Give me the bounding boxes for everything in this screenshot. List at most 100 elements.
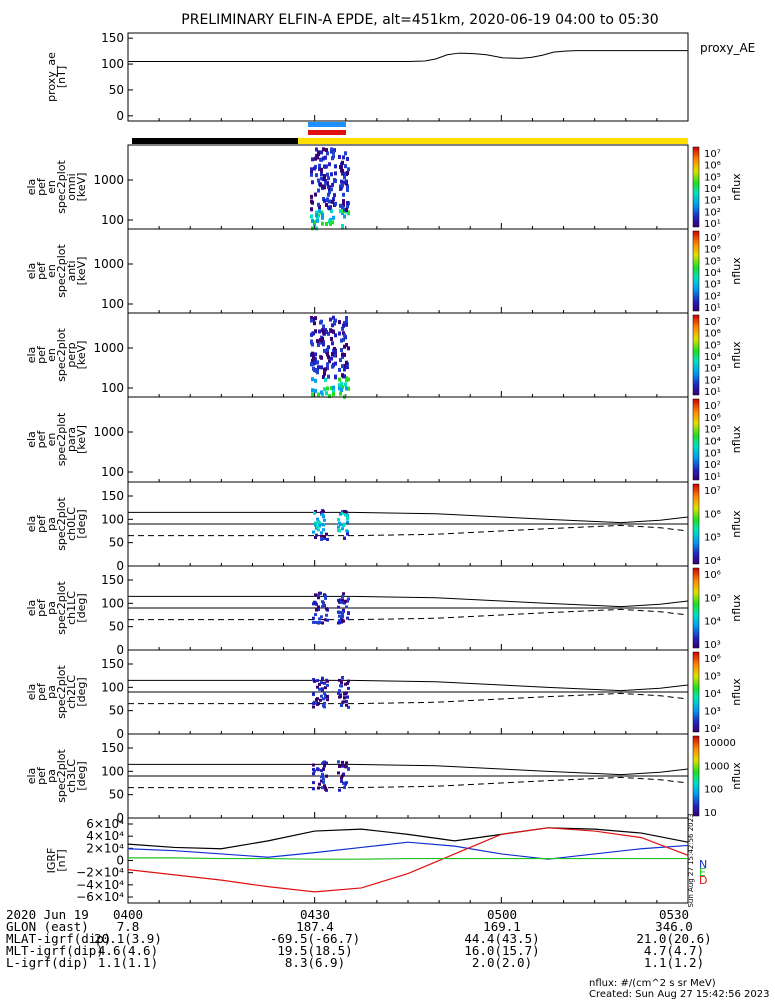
colorbar-tick-label: 10⁵ [704, 340, 721, 351]
loss-cone-lower [128, 776, 689, 789]
spectrogram-pixel [340, 388, 343, 393]
pa-pixel [325, 761, 328, 765]
colorbar-tick-label: 10⁴ [704, 268, 721, 279]
spectrogram-pixel [317, 178, 320, 183]
spectrogram-pixel [330, 329, 333, 334]
pa-pixel [338, 600, 341, 604]
ytick-label: 100 [101, 57, 124, 71]
pa-pixel [317, 608, 320, 612]
spectrogram-pixel [344, 151, 347, 156]
colorbar-tick-label: 10⁵ [704, 672, 721, 683]
spectrogram-pixel [311, 226, 314, 231]
spectrogram-pixel [346, 184, 349, 189]
spectrogram-pixel [345, 319, 348, 324]
spectrogram-pixel [334, 361, 337, 366]
spectrogram-pixel [315, 173, 318, 178]
spectrogram-pixel [332, 392, 335, 397]
spectrogram-pixel [342, 199, 345, 204]
pa-pixel [314, 509, 317, 513]
spectrogram-pixel [310, 194, 313, 199]
ylabel-line: [keV] [75, 257, 88, 286]
colorbar-tick-label: 10² [704, 724, 721, 735]
pa-pixel [314, 593, 317, 597]
spectrogram-pixel [315, 213, 318, 218]
spectrogram-pixel [322, 324, 325, 329]
spectrogram-pixel [314, 192, 317, 197]
ylabel-line: ch1LC [65, 591, 78, 625]
side-stamp: Sun Aug 27 15:42:56 2023 [687, 813, 695, 907]
pa-pixel [340, 776, 343, 780]
spectrogram-pixel [317, 392, 320, 397]
spectrogram-pixel [345, 386, 348, 391]
ylabel-line: ela [25, 431, 38, 448]
ytick-label: 6×10⁴ [86, 817, 124, 831]
ytick-label: 150 [101, 489, 124, 503]
pa-pixel [322, 704, 325, 708]
spectrogram-pixel [332, 150, 335, 155]
spectrogram-pixel [331, 364, 334, 369]
spectrogram-pixel [332, 362, 335, 367]
orbit-row-value: 0500 [486, 907, 518, 922]
colorbar-label: nflux [730, 594, 743, 622]
spectrogram-pixel [318, 166, 321, 171]
spectrogram-pixel [334, 164, 337, 169]
spectrogram-pixel [334, 171, 337, 176]
pa-pixel [318, 687, 321, 691]
pa-pixel [324, 694, 327, 698]
ylabel-line: ela [25, 684, 38, 701]
spectrogram-pixel [340, 185, 343, 190]
orbit-row-label: L-igrf(dip) [6, 955, 89, 970]
spectrogram-pixel [334, 201, 337, 206]
pa-pixel [346, 532, 349, 536]
spectrogram-pixel [311, 388, 314, 393]
colorbar-tick-label: 10³ [704, 448, 721, 459]
spectrogram-pixel [319, 338, 322, 343]
spectrogram-pixel [311, 392, 314, 397]
spectrogram-pixel [323, 348, 326, 353]
spectrogram-pixel [331, 323, 334, 328]
ylabel-line: [deg] [75, 509, 88, 538]
spectrogram-pixel [328, 394, 331, 399]
spectrogram-pixel [341, 354, 344, 359]
ylabel-line: ch2LC [65, 675, 78, 709]
colorbar-tick-label: 10¹ [704, 219, 721, 230]
spectrogram-pixel [318, 208, 321, 213]
spectrogram-pixel [328, 206, 331, 211]
ylabel-line: [nT] [55, 849, 68, 871]
ytick-label: 100 [101, 381, 124, 395]
spectrogram-pixel [332, 329, 335, 334]
ylabel-line: [deg] [75, 593, 88, 622]
ylabel-line: perp [65, 342, 78, 367]
pa-pixel [320, 779, 323, 783]
orbit-row-label: MLT-igrf(dip) [6, 943, 104, 958]
orbit-row-value: -69.5(-66.7) [269, 931, 361, 946]
ytick-label: 100 [101, 465, 124, 479]
spectrogram-pixel [328, 199, 331, 204]
pa-pixel [337, 598, 340, 602]
ytick-label: 50 [109, 704, 124, 718]
ylabel-line: pef [35, 345, 48, 364]
spectrogram-pixel [324, 367, 327, 372]
spectrogram-pixel [327, 331, 330, 336]
colorbar-tick-label: 10⁵ [704, 593, 721, 604]
pa-pixel [324, 618, 327, 622]
pa-pixel [323, 784, 326, 788]
spectrogram-pixel [341, 224, 344, 229]
pa-pixel [318, 521, 321, 525]
ylabel-line: en [45, 264, 58, 278]
ytick-label: 150 [101, 657, 124, 671]
spectrogram-pixel [322, 330, 325, 335]
spectrogram-pixel [311, 218, 314, 223]
spectrogram-pixel [312, 366, 315, 371]
pa-pixel [322, 780, 325, 784]
spectrogram-pixel [324, 181, 327, 186]
ylabel-line: [keV] [75, 425, 88, 454]
pa-pixel [341, 612, 344, 616]
spectrogram-pixel [314, 388, 317, 393]
pa-pixel [342, 700, 345, 704]
spectrogram-pixel [345, 322, 348, 327]
ytick-label: 1000 [93, 425, 124, 439]
